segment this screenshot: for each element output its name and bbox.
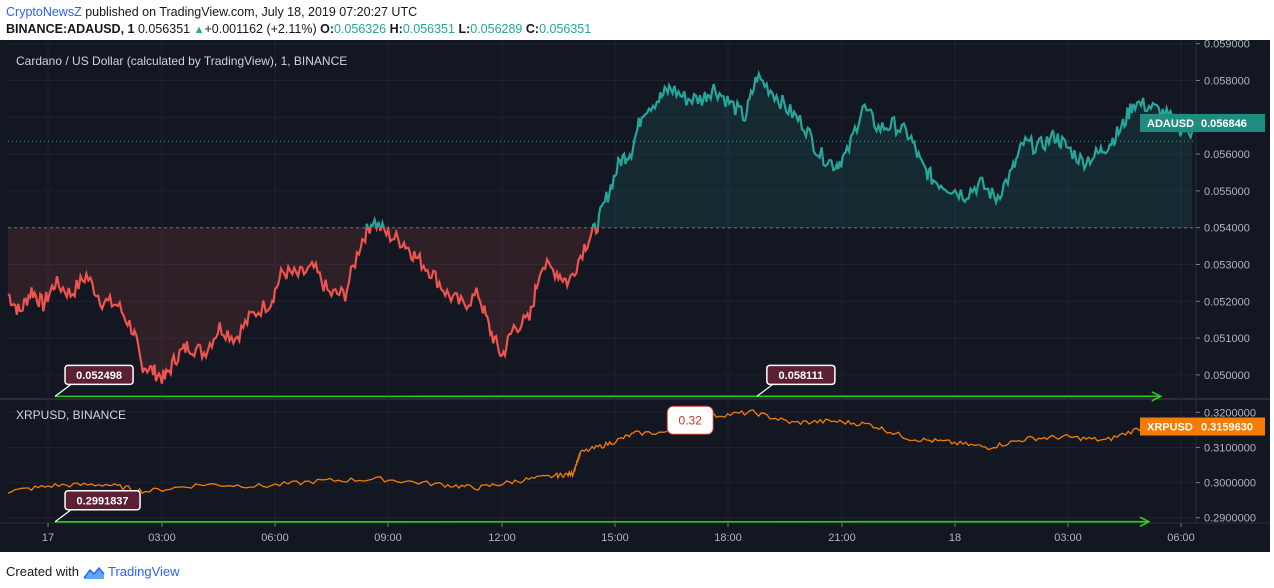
xrp-start-callout-label: 0.2991837 [77,495,129,507]
x-tick-label: 21:00 [828,532,856,544]
ada-low-callout-pointer [54,383,72,397]
ada-series-line-down [7,227,600,384]
x-tick-label: 12:00 [488,532,516,544]
publish-info-text: published on TradingView.com, July 18, 2… [81,5,418,19]
y-tick-label: 0.3100000 [1204,442,1256,454]
x-tick-label: 18:00 [714,532,742,544]
ada-high-callout-box [766,364,836,386]
y-tick-label: 0.054000 [1204,223,1250,235]
up-arrow-icon: ▲ [193,24,205,36]
y-tick-label: 0.053000 [1204,260,1250,272]
y-tick-label: 0.058000 [1204,75,1250,87]
xrp-start-callout-pointer [54,509,72,523]
ada-area-above [8,73,1193,228]
ada-trend-line-arrowhead [1151,391,1163,402]
close-value: 0.056351 [539,22,592,36]
ada-low-callout-label: 0.052498 [76,370,122,382]
open-value: 0.056326 [333,22,387,36]
y-tick-label: 0.3000000 [1204,478,1256,490]
xrp-price-tag-symbol: XRPUSD [1147,421,1193,433]
y-tick-label: 0.2900000 [1204,513,1256,525]
low-value: 0.056289 [470,22,523,36]
y-tick-label: 0.3200000 [1204,407,1256,419]
x-tick-label: 06:00 [1167,532,1195,544]
footer: Created with TradingView [0,556,1274,588]
symbol-label: BINANCE:ADAUSD, 1 [6,22,135,36]
xrp-pane-title: XRPUSD, BINANCE [16,408,126,422]
y-tick-label: 0.059000 [1204,40,1250,51]
author-link[interactable]: CryptoNewsZ [6,5,82,19]
ohlc-legend: BINANCE:ADAUSD, 1 0.056351 ▲+0.001162 (+… [6,22,591,36]
y-tick-label: 0.055000 [1204,186,1250,198]
x-tick-label: 09:00 [374,532,402,544]
low-label: L: [458,22,471,36]
publish-header: CryptoNewsZ published on TradingView.com… [0,0,1274,40]
x-tick-label: 06:00 [261,532,289,544]
x-tick-label: 03:00 [148,532,176,544]
ada-area-below [8,227,598,384]
y-tick-label: 0.051000 [1204,333,1250,345]
xrp-price-tag-bg [1140,417,1265,436]
ada-pane-title: Cardano / US Dollar (calculated by Tradi… [16,54,347,68]
created-with-label: Created with [6,564,79,579]
y-tick-label: 0.056000 [1204,149,1250,161]
last-price: 0.056351 [137,22,191,36]
x-tick-label: 18 [949,532,961,544]
publish-info-line: CryptoNewsZ published on TradingView.com… [6,5,417,19]
y-tick-label: 0.052000 [1204,296,1250,308]
tradingview-brand[interactable]: TradingView [108,564,180,579]
ada-price-tag-bg [1140,113,1265,132]
ada-high-callout-label: 0.058111 [779,370,824,382]
ada-price-tag-value: 0.056846 [1201,118,1247,130]
price-change: +0.001162 (+2.11%) [204,22,317,36]
ada-low-callout-box [64,364,134,386]
chart-area[interactable]: 0.0590000.0580000.0570000.0560000.055000… [0,40,1270,552]
ada-high-callout-pointer [756,383,774,397]
created-with: Created with TradingView [6,564,180,580]
close-label: C: [525,22,540,36]
y-tick-label: 0.050000 [1204,370,1250,382]
high-value: 0.056351 [402,22,455,36]
ada-series-line-up [365,69,1194,228]
ada-price-tag-symbol: ADAUSD [1147,118,1194,130]
x-tick-label: 03:00 [1054,532,1082,544]
xrp-peak-callout-label: 0.32 [679,413,703,427]
xrp-series-line [7,409,1185,495]
xrp-peak-callout-box [666,405,714,435]
chart-svg[interactable]: 0.0590000.0580000.0570000.0560000.055000… [0,40,1270,552]
tradingview-logo-icon [83,566,105,579]
xrp-trend-line-arrowhead [1139,516,1151,527]
open-label: O: [320,22,334,36]
x-tick-label: 15:00 [601,532,629,544]
x-tick-label: 17 [42,532,54,544]
xrp-start-callout-box [64,490,141,511]
high-label: H: [389,22,403,36]
xrp-price-tag-value: 0.3159630 [1201,421,1253,433]
